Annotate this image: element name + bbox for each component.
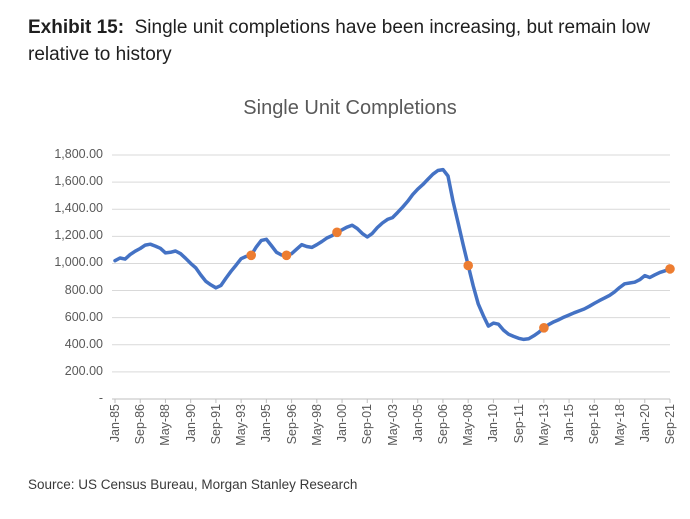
x-tick-label: May-88 [158, 404, 173, 446]
exhibit-number: Exhibit 15: [28, 17, 125, 38]
highlight-marker [463, 260, 474, 271]
x-tick-label: May-03 [385, 404, 400, 446]
source-note: Source: US Census Bureau, Morgan Stanley… [28, 477, 358, 492]
x-tick-label: Sep-86 [133, 404, 148, 445]
exhibit-heading: Exhibit 15: Single unit completions have… [28, 14, 678, 68]
x-tick-label: Jan-00 [335, 404, 350, 443]
x-tick-label: May-98 [309, 404, 324, 446]
x-tick-label: Jan-15 [562, 404, 577, 443]
x-tick-label: Jan-95 [259, 404, 274, 443]
x-tick-label: Sep-11 [511, 404, 526, 444]
x-tick-label: Sep-01 [360, 404, 375, 445]
x-tick-label: Sep-96 [284, 404, 299, 445]
chart-title: Single Unit Completions [243, 97, 457, 119]
x-tick-label: Sep-06 [435, 404, 450, 445]
y-tick-label: - [98, 391, 103, 405]
y-tick-label: 1,800.00 [54, 147, 103, 161]
x-tick-label: May-18 [612, 404, 627, 446]
x-tick-label: Jan-85 [108, 404, 122, 443]
x-tick-label: May-08 [461, 404, 476, 446]
y-tick-label: 1,400.00 [54, 201, 103, 216]
y-tick-label: 600.00 [64, 309, 103, 324]
x-tick-label: May-93 [234, 404, 249, 446]
x-tick-label: Jan-10 [486, 404, 501, 443]
highlight-marker [665, 264, 675, 274]
completions-line [113, 167, 672, 342]
y-tick-label: 1,200.00 [54, 228, 103, 243]
x-tick-label: Sep-91 [208, 404, 223, 445]
highlight-marker [246, 250, 256, 261]
highlight-marker [539, 323, 549, 333]
x-tick-label: Sep-21 [663, 404, 677, 445]
x-tick-label: Sep-16 [587, 404, 602, 445]
y-tick-label: 400.00 [64, 336, 103, 351]
x-tick-label: May-13 [536, 404, 551, 446]
highlight-marker [281, 250, 292, 261]
y-tick-label: 1,600.00 [54, 174, 103, 189]
y-tick-label: 800.00 [64, 282, 103, 297]
highlight-marker [332, 227, 342, 238]
x-tick-label: Jan-20 [637, 404, 652, 443]
x-tick-label: Jan-90 [183, 404, 198, 443]
exhibit-title-text: Single unit completions have been increa… [28, 17, 656, 65]
x-tick-label: Jan-05 [410, 404, 425, 443]
y-tick-label: 1,000.00 [54, 255, 103, 270]
y-tick-label: 200.00 [64, 363, 103, 378]
